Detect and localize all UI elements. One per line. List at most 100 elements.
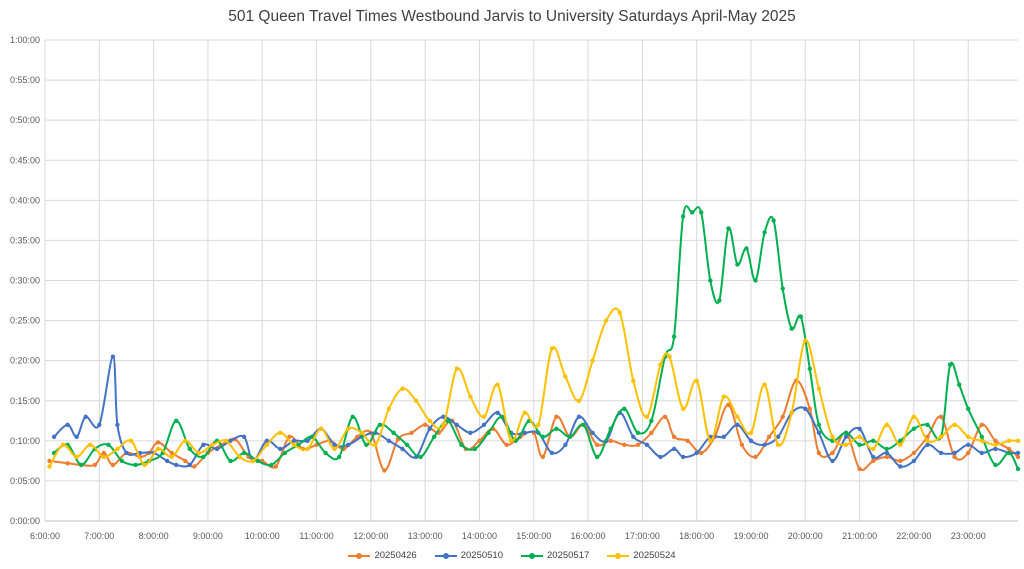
data-point bbox=[911, 450, 917, 456]
data-point bbox=[662, 414, 668, 419]
data-point bbox=[762, 382, 767, 387]
data-point bbox=[427, 418, 432, 423]
data-point bbox=[993, 442, 998, 447]
data-point bbox=[563, 374, 568, 379]
data-point bbox=[47, 464, 52, 469]
data-point bbox=[938, 434, 944, 439]
data-point bbox=[952, 422, 957, 427]
data-point bbox=[309, 434, 315, 439]
series-20250517 bbox=[51, 205, 1021, 472]
y-tick-label: 0:05:00 bbox=[10, 476, 40, 486]
data-point bbox=[947, 362, 953, 367]
data-point bbox=[554, 414, 559, 419]
legend-item-20250524: 20250524 bbox=[607, 550, 676, 561]
data-point bbox=[155, 446, 161, 452]
data-point bbox=[454, 422, 459, 427]
data-point bbox=[201, 442, 206, 447]
data-point bbox=[966, 450, 971, 456]
legend-item-20250426: 20250426 bbox=[348, 550, 417, 561]
data-point bbox=[522, 430, 527, 435]
data-point bbox=[101, 454, 107, 460]
data-point bbox=[952, 450, 957, 456]
data-point bbox=[658, 362, 663, 367]
data-point bbox=[1015, 438, 1021, 443]
data-point bbox=[966, 406, 971, 411]
data-point bbox=[671, 446, 677, 452]
data-point bbox=[391, 430, 396, 435]
data-point bbox=[386, 406, 392, 411]
data-point bbox=[979, 450, 984, 456]
data-point bbox=[373, 442, 378, 447]
data-point bbox=[780, 414, 785, 419]
data-point bbox=[726, 402, 731, 407]
data-point bbox=[65, 422, 70, 427]
data-point bbox=[468, 394, 473, 399]
data-point bbox=[952, 454, 957, 460]
data-point bbox=[911, 426, 917, 431]
y-tick-label: 0:40:00 bbox=[10, 195, 40, 205]
y-tick-label: 0:00:00 bbox=[10, 516, 40, 526]
data-point bbox=[807, 406, 812, 411]
x-tick-label: 22:00:00 bbox=[896, 531, 931, 541]
data-point bbox=[79, 462, 84, 468]
legend-swatch bbox=[607, 551, 630, 561]
legend-item-20250510: 20250510 bbox=[434, 550, 503, 561]
data-point bbox=[1015, 450, 1021, 456]
x-tick-label: 13:00:00 bbox=[408, 531, 443, 541]
data-point bbox=[468, 430, 473, 435]
data-point bbox=[323, 450, 328, 456]
data-point bbox=[337, 454, 342, 460]
data-point bbox=[717, 298, 722, 303]
data-point bbox=[60, 442, 66, 447]
data-point bbox=[92, 462, 98, 468]
data-point bbox=[1006, 450, 1012, 456]
data-point bbox=[522, 410, 527, 415]
data-point bbox=[291, 442, 297, 447]
data-point bbox=[871, 446, 876, 452]
data-point bbox=[228, 438, 233, 443]
data-point bbox=[898, 438, 903, 443]
data-point bbox=[884, 454, 889, 460]
data-point bbox=[508, 438, 514, 443]
data-point bbox=[667, 354, 672, 359]
x-tick-label: 17:00:00 bbox=[625, 531, 660, 541]
data-point bbox=[649, 430, 654, 435]
data-point bbox=[925, 442, 930, 447]
data-point bbox=[957, 382, 962, 387]
data-point bbox=[771, 218, 776, 223]
data-point bbox=[735, 414, 740, 419]
data-point bbox=[762, 230, 767, 235]
data-point bbox=[671, 334, 677, 339]
data-point bbox=[183, 458, 188, 464]
data-point bbox=[911, 414, 917, 419]
data-point bbox=[318, 426, 324, 431]
data-point bbox=[871, 458, 876, 464]
data-point bbox=[228, 458, 233, 464]
data-point bbox=[346, 426, 351, 431]
y-tick-label: 0:25:00 bbox=[10, 316, 40, 326]
data-point bbox=[549, 450, 555, 456]
x-tick-label: 6:00:00 bbox=[30, 531, 60, 541]
data-point bbox=[115, 446, 120, 452]
data-point bbox=[47, 458, 52, 464]
x-tick-label: 11:00:00 bbox=[299, 531, 333, 541]
data-point bbox=[413, 398, 419, 403]
data-point bbox=[499, 414, 505, 419]
data-point bbox=[993, 446, 998, 452]
data-point bbox=[608, 438, 613, 443]
data-point bbox=[1006, 446, 1012, 452]
data-point bbox=[282, 450, 288, 456]
data-point bbox=[418, 454, 423, 460]
data-point bbox=[481, 414, 487, 419]
data-point bbox=[332, 442, 337, 447]
data-point bbox=[88, 442, 93, 447]
legend-swatch bbox=[434, 551, 457, 561]
data-point bbox=[966, 442, 971, 447]
data-point bbox=[699, 450, 704, 456]
data-point bbox=[332, 446, 337, 452]
data-point bbox=[540, 454, 545, 460]
y-tick-label: 1:00:00 bbox=[10, 35, 40, 45]
legend-swatch bbox=[521, 551, 543, 561]
data-point bbox=[106, 442, 111, 447]
